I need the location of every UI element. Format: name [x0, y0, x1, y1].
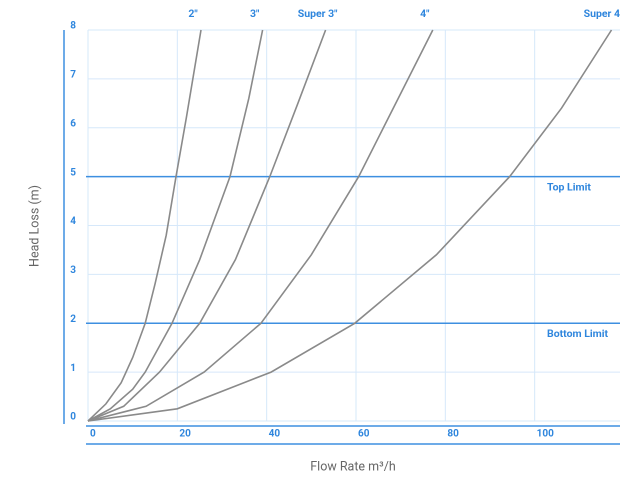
y-tick-label: 1 [70, 363, 76, 374]
series-label: Super 3" [298, 7, 338, 20]
y-tick-label: 3 [70, 265, 76, 276]
y-tick-label: 8 [70, 21, 76, 32]
series-label: Super 4" [584, 7, 620, 20]
y-tick-label: 6 [70, 118, 76, 129]
x-tick-label: 60 [358, 429, 370, 440]
x-tick-label: 20 [179, 429, 191, 440]
series-label: 2" [188, 7, 198, 20]
reference-label: Top Limit [547, 180, 591, 193]
series-line [87, 29, 202, 422]
y-tick-label: 5 [70, 167, 76, 178]
x-tick-label: 100 [537, 429, 554, 440]
x-axis-title: Flow Rate m³/h [310, 459, 396, 474]
reference-label: Bottom Limit [547, 327, 609, 340]
y-axis-title: Head Loss (m) [27, 185, 42, 267]
y-tick-label: 0 [70, 412, 76, 423]
x-tick-label: 40 [269, 429, 281, 440]
series-label: 4" [420, 7, 430, 20]
series-line [87, 29, 434, 422]
y-tick-label: 2 [70, 314, 76, 325]
y-tick-label: 4 [70, 216, 76, 227]
x-tick-label: 80 [447, 429, 459, 440]
y-tick-label: 7 [70, 70, 76, 81]
series-line [87, 29, 264, 422]
series-line [87, 29, 327, 422]
series-label: 3" [250, 7, 260, 20]
series-line [87, 29, 613, 422]
x-tick-label: 0 [90, 429, 96, 440]
